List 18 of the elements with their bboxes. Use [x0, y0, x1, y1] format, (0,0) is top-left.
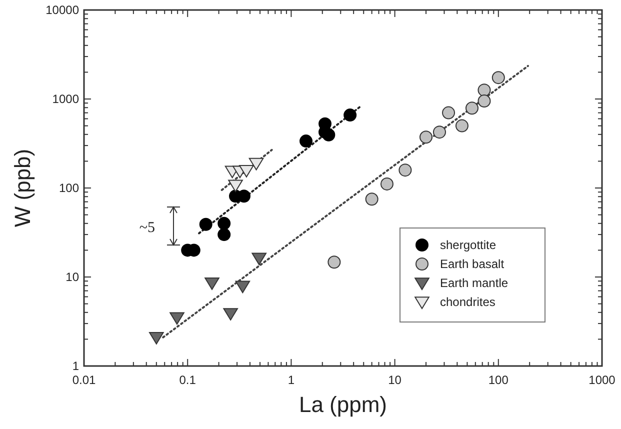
y-tick-label: 10000 — [46, 3, 80, 17]
y-tick-label: 10 — [66, 270, 80, 284]
y-tick-label: 1000 — [52, 92, 80, 106]
x-tick-label: 10 — [388, 373, 402, 387]
y-tick-label: 1 — [72, 359, 80, 373]
x-tick-label: 100 — [488, 373, 509, 387]
legend-label: Earth mantle — [440, 276, 508, 290]
legend-label: chondrites — [440, 295, 496, 309]
y-axis-title: W (ppb) — [10, 148, 35, 228]
legend-label: Earth basalt — [440, 257, 505, 271]
annotation: ~5 — [139, 220, 155, 236]
x-axis-title: La (ppm) — [298, 392, 388, 417]
x-tick-label: 0.1 — [179, 373, 196, 387]
x-tick-label: 1000 — [588, 373, 616, 387]
y-tick-label: 100 — [58, 181, 80, 195]
x-tick-label: 1 — [288, 373, 295, 387]
legend-label: shergottite — [440, 238, 496, 252]
x-tick-label: 0.01 — [72, 373, 96, 387]
